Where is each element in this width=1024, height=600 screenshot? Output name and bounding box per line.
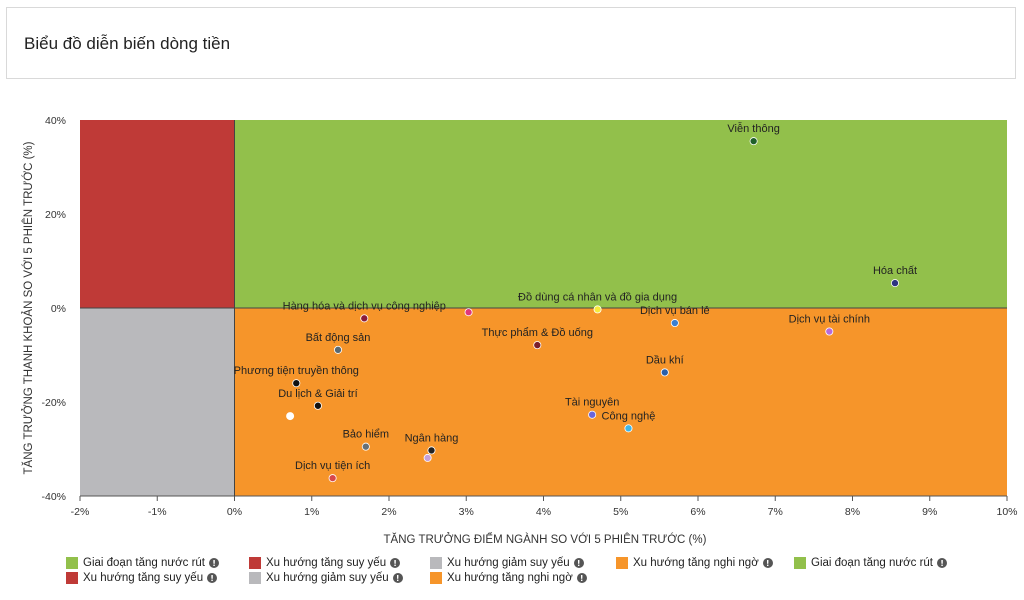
legend-label: Xu hướng giảm suy yếu <box>447 557 570 569</box>
quadrant-1 <box>80 120 235 308</box>
cash-flow-scatter-chart: -2% -1% 0% 1% 2% 3% 4% 5% 6% 7% 8% 9% 10% 40% 20% 0% -20… <box>22 115 1018 546</box>
data-point[interactable] <box>825 327 834 336</box>
data-point[interactable] <box>588 410 597 419</box>
info-icon[interactable]: ! <box>576 573 587 583</box>
data-point[interactable] <box>464 308 473 317</box>
data-points: Viễn thông Hóa chất Đồ dùng cá nhân và đồ … <box>234 122 917 483</box>
legend-item[interactable]: Xu hướng tăng nghi ngờ! <box>616 556 773 570</box>
legend-label: Xu hướng tăng suy yếu <box>266 557 387 569</box>
legend-label: Xu hướng tăng nghi ngờ <box>633 557 759 569</box>
info-icon[interactable]: ! <box>573 558 584 568</box>
y-tick-label: 20% <box>45 209 66 221</box>
x-tick-label: -1% <box>148 506 167 518</box>
data-point-label: Hàng hóa và dịch vụ công nghiệp <box>283 300 446 312</box>
legend-swatch <box>430 557 442 569</box>
x-tick-label: -2% <box>71 506 90 518</box>
data-point-label: Dầu khí <box>646 354 684 366</box>
chart-title-panel: Biểu đồ diễn biến dòng tiền <box>6 7 1016 79</box>
info-icon[interactable]: ! <box>392 573 403 583</box>
quadrant-backgrounds <box>80 120 1007 496</box>
data-point-label: Dịch vụ tiện ích <box>295 460 370 472</box>
legend-label: Xu hướng tăng nghi ngờ <box>447 572 573 584</box>
x-tick-label: 1% <box>304 506 319 518</box>
x-tick-label: 2% <box>381 506 396 518</box>
data-point[interactable] <box>533 341 542 350</box>
legend-swatch <box>66 557 78 569</box>
data-point-label: Thực phẩm & Đồ uống <box>482 327 593 339</box>
data-point[interactable] <box>334 345 343 354</box>
info-icon[interactable]: ! <box>207 573 218 583</box>
x-tick-label: 7% <box>768 506 783 518</box>
data-point[interactable] <box>624 424 633 433</box>
data-point-label: Dịch vụ bán lẻ <box>640 305 710 317</box>
data-point[interactable] <box>427 446 436 455</box>
legend-swatch <box>66 572 78 584</box>
legend-swatch <box>616 557 628 569</box>
legend-swatch <box>249 557 261 569</box>
data-point-label: Dịch vụ tài chính <box>789 314 870 326</box>
y-tick-label: -40% <box>41 491 66 503</box>
quadrant-0 <box>234 120 1007 308</box>
x-tick-label: 6% <box>690 506 705 518</box>
legend-swatch <box>430 572 442 584</box>
data-point-label: Công nghệ <box>602 410 656 422</box>
data-point[interactable] <box>286 412 295 421</box>
legend-item[interactable]: Xu hướng giảm suy yếu! <box>249 571 403 585</box>
legend-label: Xu hướng tăng suy yếu <box>83 572 204 584</box>
data-point[interactable] <box>328 474 337 483</box>
quadrant-3 <box>234 308 1007 496</box>
legend-label: Giai đoạn tăng nước rút <box>83 557 206 569</box>
data-point[interactable] <box>670 319 679 328</box>
legend-item[interactable]: Xu hướng tăng suy yếu! <box>66 571 218 585</box>
x-tick-label: 8% <box>845 506 860 518</box>
data-point-label: Bảo hiểm <box>343 429 389 441</box>
x-tick-label: 10% <box>996 506 1017 518</box>
x-axis-label: TĂNG TRƯỞNG ĐIỂM NGÀNH SO VỚI 5 PHIÊN TR… <box>384 533 707 546</box>
data-point-label: Đồ dùng cá nhân và đồ gia dụng <box>518 291 677 303</box>
data-point[interactable] <box>360 314 369 323</box>
legend-label: Giai đoạn tăng nước rút <box>811 557 934 569</box>
data-point[interactable] <box>313 401 322 410</box>
data-point-label: Hóa chất <box>873 265 917 277</box>
y-tick-label: 40% <box>45 115 66 127</box>
info-icon[interactable]: ! <box>937 558 948 568</box>
info-icon[interactable]: ! <box>762 558 773 568</box>
info-icon[interactable]: ! <box>390 558 401 568</box>
data-point[interactable] <box>660 368 669 377</box>
data-point-label: Viễn thông <box>727 122 779 135</box>
data-point-label: Phương tiện truyền thông <box>234 365 359 377</box>
data-point-label: Bất động sản <box>306 332 371 344</box>
legend-item[interactable]: Xu hướng tăng suy yếu! <box>249 556 401 570</box>
data-point[interactable] <box>423 453 432 462</box>
data-point[interactable] <box>593 305 602 314</box>
chart-title: Biểu đồ diễn biến dòng tiền <box>24 34 231 53</box>
legend-label: Xu hướng giảm suy yếu <box>266 572 389 584</box>
data-point[interactable] <box>890 279 899 288</box>
data-point-label: Ngân hàng <box>405 432 459 444</box>
legend-item[interactable]: Giai đoạn tăng nước rút! <box>66 556 220 570</box>
y-tick-label: 0% <box>51 303 66 315</box>
legend-swatch <box>249 572 261 584</box>
y-tick-label: -20% <box>41 397 66 409</box>
legend-item[interactable]: Xu hướng giảm suy yếu! <box>430 556 584 570</box>
data-point[interactable] <box>749 137 758 146</box>
data-point[interactable] <box>292 379 301 388</box>
legend-item[interactable]: Giai đoạn tăng nước rút! <box>794 556 948 570</box>
data-point-label: Tài nguyên <box>565 397 619 409</box>
x-tick-label: 4% <box>536 506 551 518</box>
x-tick-label: 0% <box>227 506 242 518</box>
x-tick-label: 3% <box>459 506 474 518</box>
data-point[interactable] <box>361 442 370 451</box>
x-tick-label: 9% <box>922 506 937 518</box>
data-point-label: Du lịch & Giải trí <box>278 388 357 400</box>
quadrant-2 <box>80 308 235 496</box>
info-icon[interactable]: ! <box>209 558 220 568</box>
y-axis-label: TĂNG TRƯỞNG THANH KHOẢN SO VỚI 5 PHIÊN T… <box>22 141 35 474</box>
x-tick-label: 5% <box>613 506 628 518</box>
chart-axes: -2% -1% 0% 1% 2% 3% 4% 5% 6% 7% 8% 9% 10% 40% 20% 0% -20… <box>41 115 1017 518</box>
legend-swatch <box>794 557 806 569</box>
legend-item[interactable]: Xu hướng tăng nghi ngờ! <box>430 571 587 585</box>
